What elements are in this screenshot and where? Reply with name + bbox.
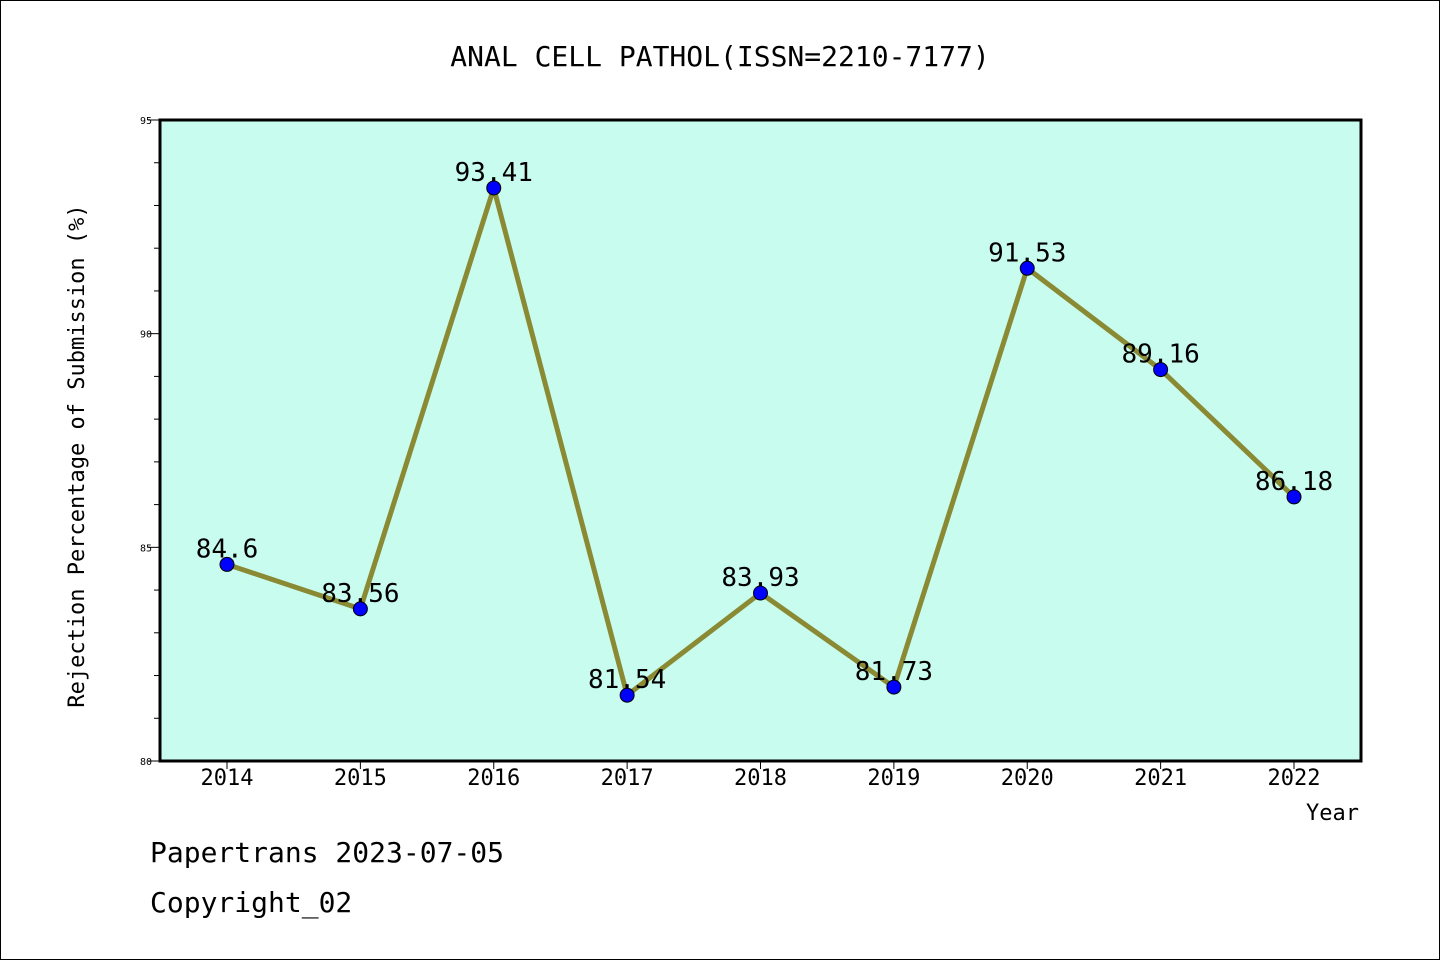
data-label: 81.54: [588, 665, 666, 695]
data-point: [886, 679, 902, 695]
footer-date: Papertrans 2023-07-05: [150, 836, 505, 869]
data-label: 84.6: [196, 534, 259, 564]
x-tick-label: 2014: [201, 766, 254, 791]
y-tick-label: 95: [140, 116, 152, 127]
x-tick-label: 2016: [467, 766, 520, 791]
data-point: [352, 601, 368, 617]
x-tick-label: 2015: [334, 766, 387, 791]
data-label: 86.18: [1255, 467, 1333, 497]
data-point: [1286, 489, 1302, 505]
data-label: 81.73: [855, 657, 933, 687]
y-tick-label: 85: [140, 543, 152, 554]
data-point: [1153, 362, 1169, 378]
data-point: [619, 687, 635, 703]
y-axis-label: Rejection Percentage of Submission (%): [65, 204, 90, 707]
chart-title: ANAL CELL PATHOL(ISSN=2210-7177): [450, 40, 989, 73]
data-label: 83.93: [721, 563, 799, 593]
x-tick-label: 2019: [867, 766, 920, 791]
x-tick-label: 2021: [1134, 766, 1187, 791]
data-label: 91.53: [988, 238, 1066, 268]
data-point: [753, 585, 768, 601]
data-label: 83.56: [321, 579, 399, 609]
footer-copyright: Copyright_02: [150, 886, 353, 919]
series: [219, 180, 1302, 703]
data-labels: 84.6 83.56 93.41 81.54 83.93 81.73 91.53 89.16 8…: [196, 158, 1333, 695]
x-tick-label: 2017: [601, 766, 654, 791]
data-point: [219, 556, 235, 572]
x-tick-label: 2020: [1001, 766, 1054, 791]
y-axis: 80 85 90 95: [140, 116, 160, 768]
x-axis-label: Year: [1306, 801, 1359, 826]
y-tick-label: 80: [140, 757, 152, 768]
data-label: 89.16: [1121, 340, 1199, 370]
data-label: 93.41: [455, 158, 533, 188]
plot-area: [158, 118, 1363, 763]
data-point: [1019, 260, 1035, 276]
x-tick-label: 2022: [1268, 766, 1321, 791]
x-axis: 2014 2015 2016 2017 2018 2019 2020 2021 2022: [201, 761, 1321, 791]
data-point: [486, 180, 502, 196]
x-tick-label: 2018: [734, 766, 787, 791]
y-tick-label: 90: [140, 330, 152, 341]
